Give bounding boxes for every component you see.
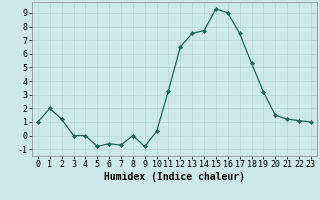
X-axis label: Humidex (Indice chaleur): Humidex (Indice chaleur) — [104, 172, 245, 182]
